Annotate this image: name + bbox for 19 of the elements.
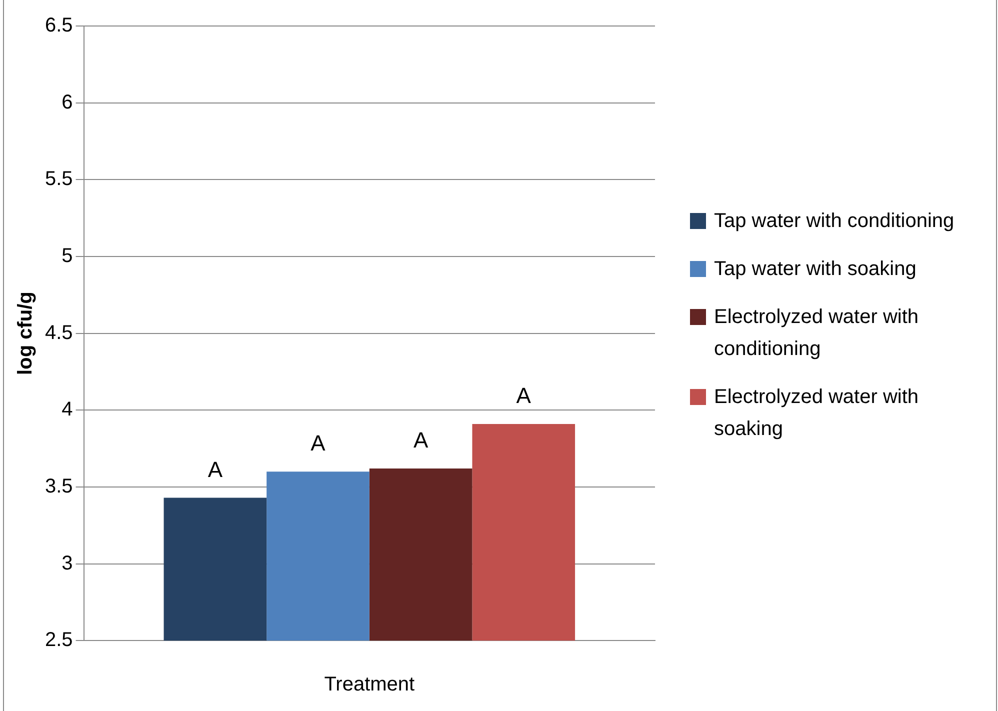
legend-label: Electrolyzed water with soaking xyxy=(714,385,920,442)
y-tick-label: 2.5 xyxy=(44,629,73,652)
legend-label: Electrolyzed water with conditioning xyxy=(714,305,920,362)
y-axis-title: log cfu/g xyxy=(14,292,37,375)
legend-label: Tap water with soaking xyxy=(714,257,916,282)
annotation: A xyxy=(310,430,326,456)
annotation: A xyxy=(516,383,532,408)
annotation: A xyxy=(208,456,223,482)
y-tick-label: 5.5 xyxy=(44,168,73,190)
y-tick-label: 6.5 xyxy=(44,14,73,37)
legend-label: Tap water with conditioning xyxy=(714,209,954,234)
y-tick-label: 6 xyxy=(62,91,73,114)
y-tick-label: 3.5 xyxy=(44,475,73,498)
y-tick-label: 4 xyxy=(62,398,73,421)
y-tick-label: 3 xyxy=(62,552,73,574)
y-tick-label: 4.5 xyxy=(44,322,73,344)
annotation: A xyxy=(413,428,428,453)
y-tick-label: 5 xyxy=(62,244,73,267)
x-axis-title: Treatment xyxy=(324,674,416,696)
